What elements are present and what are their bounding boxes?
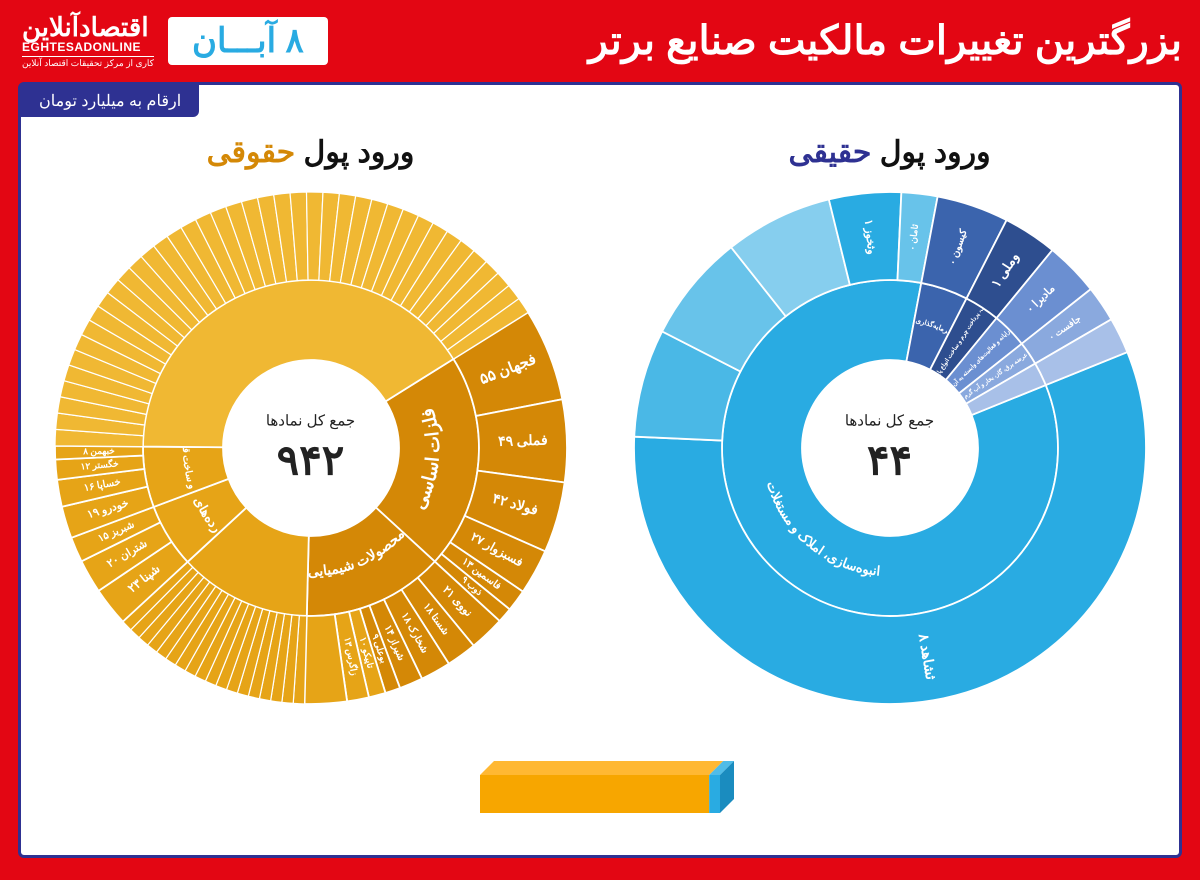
page-title: بزرگترین تغییرات مالکیت صنایع برتر xyxy=(342,18,1182,64)
legal-center-value: ۹۴۲ xyxy=(266,436,355,485)
real-title-pre: ورود پول xyxy=(871,136,990,169)
date-badge: ۸ آبـــان xyxy=(168,17,328,65)
real-title: ورود پول حقیقی xyxy=(788,135,990,170)
legal-title-accent: حقوقی xyxy=(207,136,296,169)
logo-line-1: اقتصادآنلاین xyxy=(22,14,154,41)
svg-text:فملی ۴۹: فملی ۴۹ xyxy=(497,434,547,450)
real-money-column: ورود پول حقیقی انبوه‌سازی، املاک و مستغل… xyxy=(600,123,1179,855)
real-center-label: جمع کل نمادها ۴۴ xyxy=(845,412,934,485)
ratio-bar-3d xyxy=(460,757,740,827)
legal-center-text: جمع کل نمادها xyxy=(266,412,355,430)
content-frame: ارقام به میلیارد تومان ورود پول حقیقی ان… xyxy=(18,82,1182,858)
logo-line-3: کاری از مرکز تحقیقات اقتصاد آنلاین xyxy=(22,56,154,68)
svg-text:خبهمن ۸: خبهمن ۸ xyxy=(82,446,115,458)
chart-area: ورود پول حقیقی انبوه‌سازی، املاک و مستغل… xyxy=(21,123,1179,855)
legal-title: ورود پول حقوقی xyxy=(207,135,415,170)
real-center-text: جمع کل نمادها xyxy=(845,412,934,430)
legal-center-label: جمع کل نمادها ۹۴۲ xyxy=(266,412,355,485)
logo-line-2: EGHTESADONLINE xyxy=(22,41,154,54)
header-bar: بزرگترین تغییرات مالکیت صنایع برتر ۸ آبـ… xyxy=(0,0,1200,82)
publisher-logo: اقتصادآنلاین EGHTESADONLINE کاری از مرکز… xyxy=(18,14,154,68)
unit-badge: ارقام به میلیارد تومان xyxy=(21,85,199,117)
legal-sunburst: فلزات اساسیمحصولات شیمیاییفرآورده‌های نف… xyxy=(41,178,581,718)
legal-title-pre: ورود پول xyxy=(295,136,414,169)
real-title-accent: حقیقی xyxy=(788,136,871,169)
legal-money-column: ورود پول حقوقی فلزات اساسیمحصولات شیمیای… xyxy=(21,123,600,855)
real-sunburst: انبوه‌سازی، املاک و مستغلاتسرمایه‌گذاری‌… xyxy=(620,178,1160,718)
real-center-value: ۴۴ xyxy=(845,436,934,485)
